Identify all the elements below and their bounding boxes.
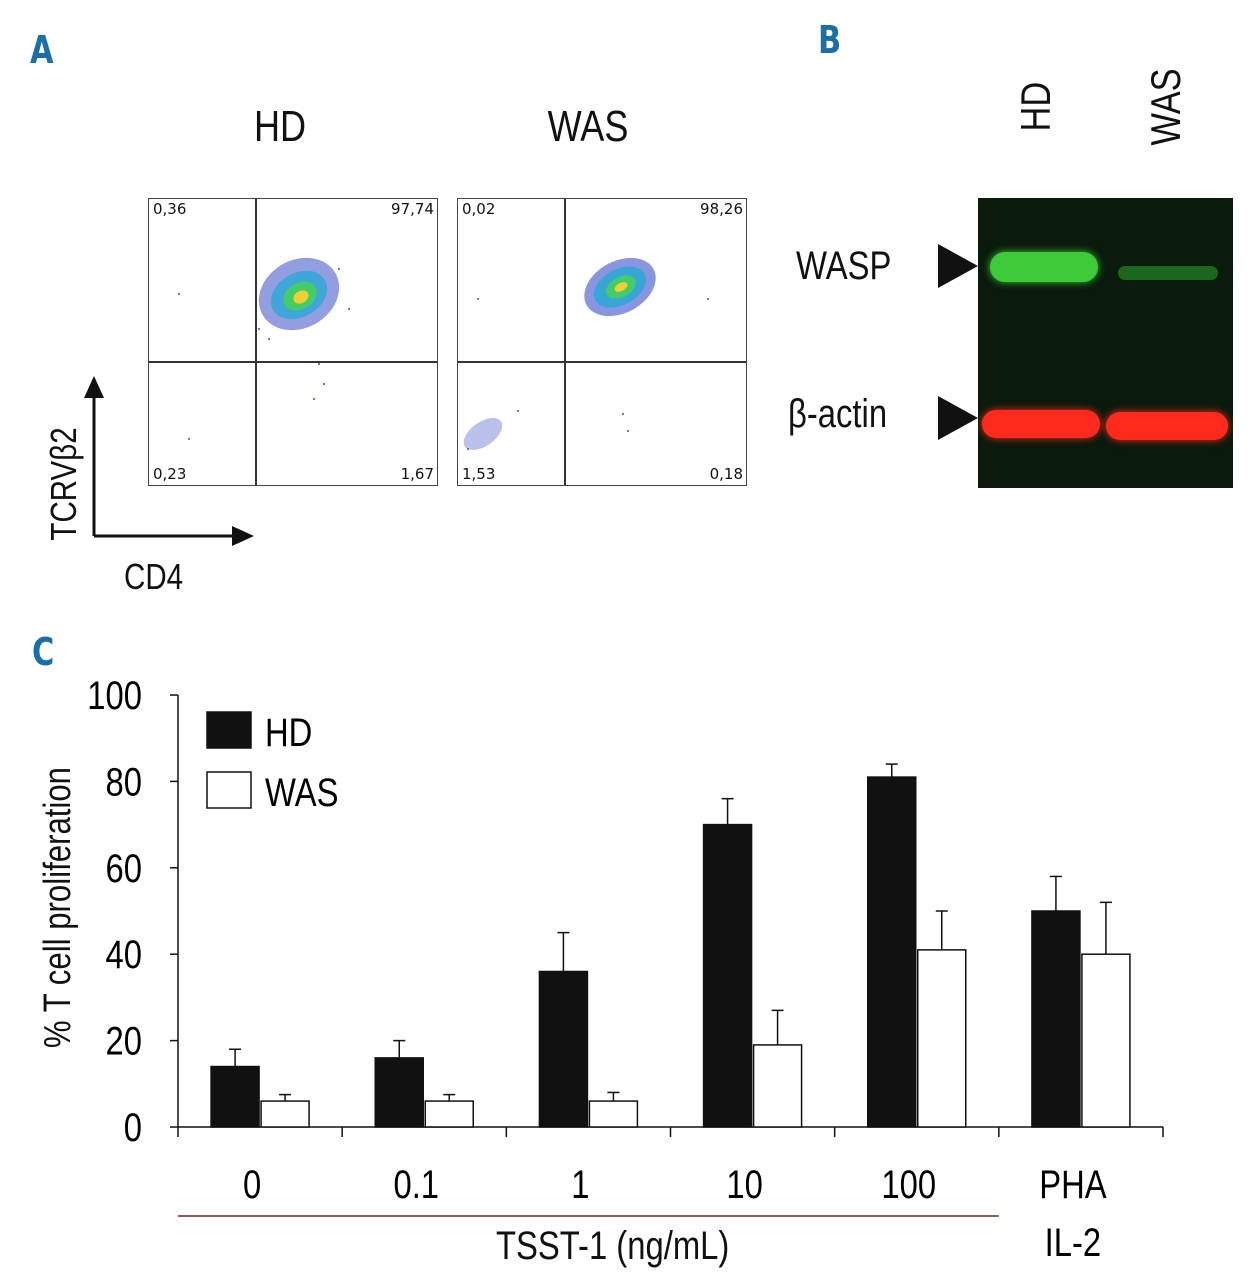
- band-wasp-was: [1118, 266, 1218, 280]
- bar-was-4: [917, 949, 967, 1128]
- y-axis-arrowhead: [84, 376, 104, 398]
- lane-label-hd: HD: [1012, 82, 1059, 132]
- y-tick-label: 100: [87, 673, 142, 718]
- x-category-label: 0.1: [393, 1162, 439, 1207]
- y-tick-label: 40: [106, 932, 142, 977]
- band-actin-was: [1106, 412, 1228, 440]
- flow-title-was: WAS: [547, 102, 629, 151]
- quadrant-ur-was: 98,26: [700, 200, 743, 218]
- x-category-label: IL-2: [1045, 1220, 1102, 1265]
- chart-x-axis-label: TSST-1 (ng/mL): [496, 1224, 730, 1268]
- quadrant-lr-was: 0,18: [709, 465, 743, 483]
- legend-label-hd: HD: [265, 710, 312, 755]
- bar-was-2: [588, 1100, 639, 1128]
- panel-b-letter: B: [818, 18, 842, 62]
- legend-swatch-hd: [206, 711, 252, 749]
- x-category-label: 0: [243, 1162, 261, 1207]
- bar-hd-4: [867, 776, 917, 1128]
- bar-was-1: [424, 1100, 474, 1128]
- y-tick-label: 80: [106, 759, 142, 804]
- x-axis-arrowhead: [232, 526, 254, 546]
- bar-hd-1: [374, 1057, 424, 1128]
- quadrant-ul-was: 0,02: [462, 200, 496, 218]
- y-tick-label: 0: [124, 1105, 142, 1150]
- quadrant-lr-hd: 1,67: [400, 465, 434, 483]
- y-tick-label: 20: [106, 1019, 142, 1064]
- quadrant-ll-hd: 0,23: [153, 465, 187, 483]
- quadrant-ul-hd: 0,36: [153, 200, 187, 218]
- band-actin-hd: [982, 410, 1100, 438]
- axis-arrows: [84, 376, 254, 546]
- band-label-actin: β-actin: [788, 392, 888, 436]
- x-category-label: PHA: [1039, 1162, 1107, 1207]
- quadrant-ll-was: 1,53: [462, 465, 496, 483]
- band-label-wasp: WASP: [796, 244, 892, 288]
- quadrant-ur-hd: 97,74: [391, 200, 434, 218]
- bar-was-5: [1081, 953, 1131, 1128]
- bar-hd-5: [1031, 910, 1081, 1128]
- bar-hd-2: [538, 970, 589, 1128]
- bar-hd-3: [702, 823, 753, 1128]
- flow-density-hd: [178, 257, 350, 440]
- panel-a-letter: A: [30, 28, 54, 72]
- bar-was-0: [260, 1100, 310, 1128]
- flow-plot-hd: 0,36 97,74 0,23 1,67: [148, 198, 438, 486]
- band-wasp-hd: [990, 252, 1098, 282]
- x-category-label: 10: [726, 1162, 762, 1207]
- y-tick-label: 60: [106, 846, 142, 891]
- actin-arrowhead: [938, 396, 978, 440]
- panel-c-letter: C: [32, 630, 55, 674]
- x-category-label: 1: [571, 1162, 589, 1207]
- bar-hd-0: [210, 1065, 260, 1128]
- lane-label-was: WAS: [1142, 68, 1189, 146]
- chart-y-axis-label: % T cell proliferation: [37, 766, 79, 1049]
- x-axis-label-cd4: CD4: [124, 556, 184, 597]
- bar-was-3: [752, 1044, 803, 1128]
- flow-title-hd: HD: [253, 102, 307, 151]
- flow-density-was: [463, 257, 709, 450]
- legend-label-was: WAS: [265, 770, 338, 815]
- legend-swatch-was: [206, 771, 252, 809]
- western-blot: [978, 198, 1233, 488]
- wasp-arrowhead: [938, 244, 978, 288]
- flow-plot-was: 0,02 98,26 1,53 0,18: [457, 198, 747, 486]
- x-category-label: 100: [881, 1162, 936, 1207]
- y-axis-label-tcrvb2: TCRVβ2: [43, 427, 84, 541]
